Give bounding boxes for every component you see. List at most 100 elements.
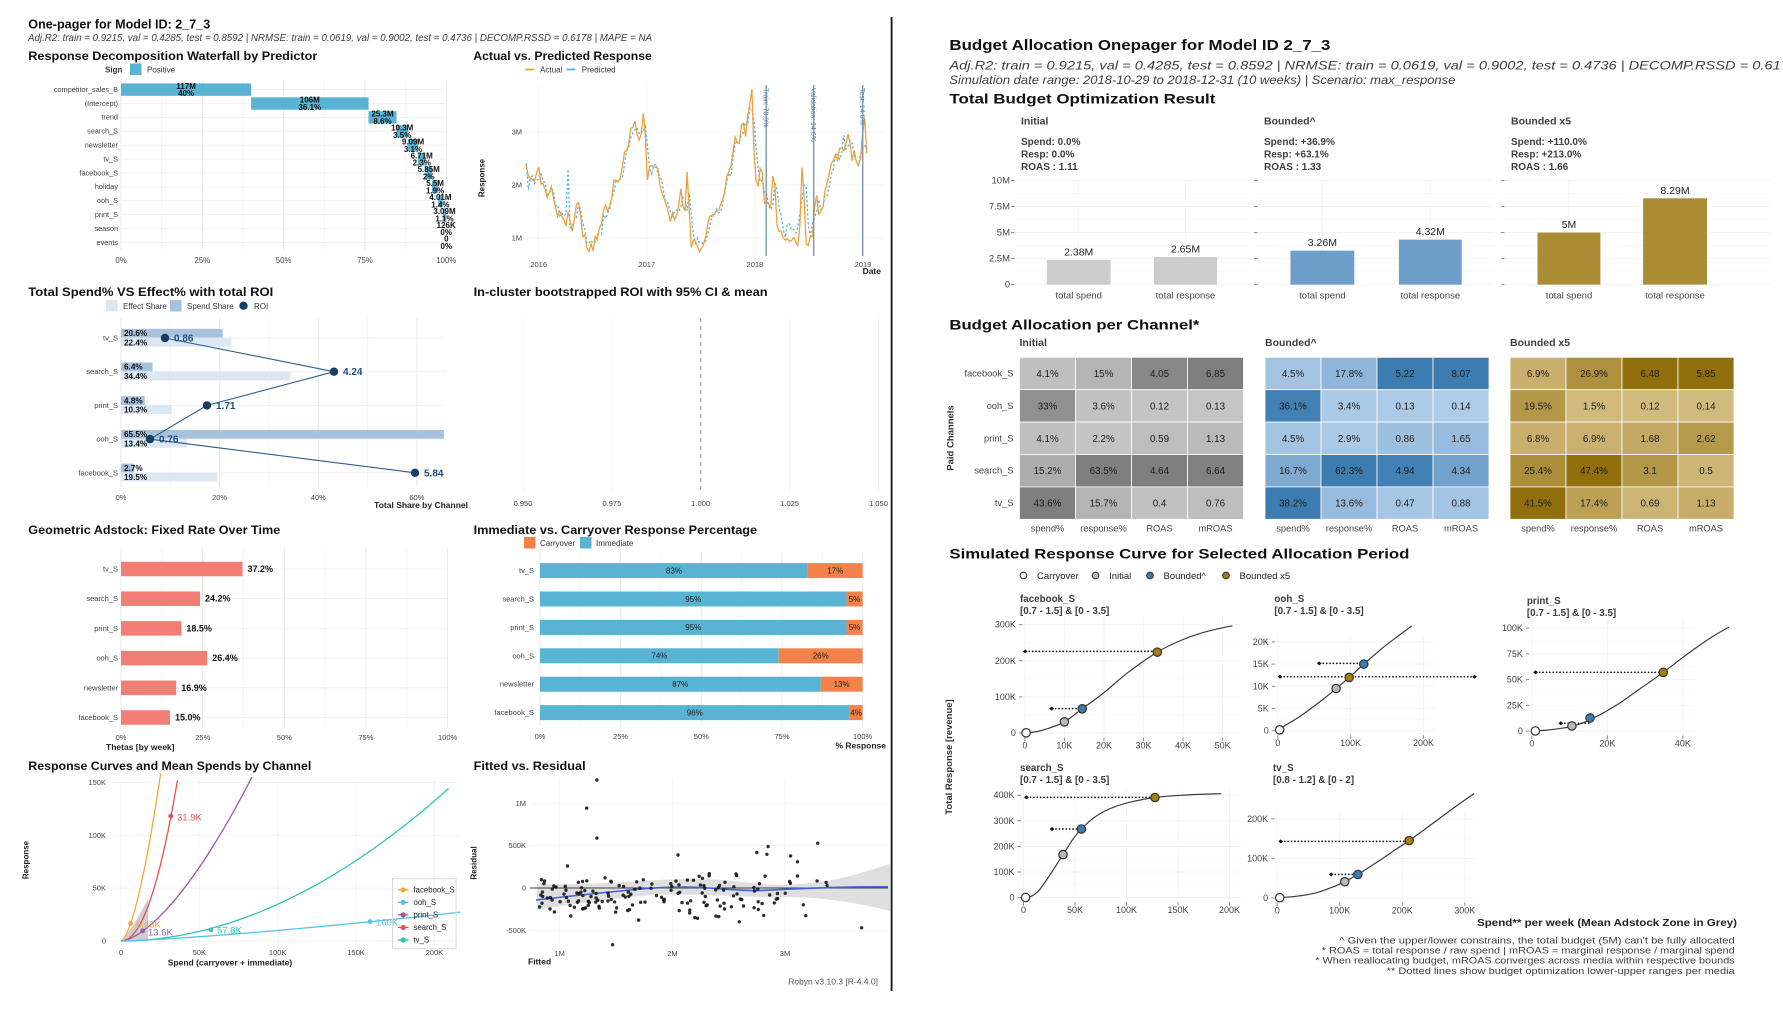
- svg-text:6.85: 6.85: [1206, 369, 1226, 380]
- svg-text:0: 0: [1529, 739, 1534, 749]
- svg-text:1.13: 1.13: [1696, 499, 1716, 510]
- svg-text:4.1%: 4.1%: [1036, 434, 1059, 445]
- svg-text:Total Budget Optimization Resu: Total Budget Optimization Result: [949, 91, 1215, 107]
- svg-text:15.7%: 15.7%: [1090, 499, 1118, 510]
- svg-text:200K: 200K: [1392, 905, 1413, 915]
- svg-text:0.4: 0.4: [1153, 499, 1167, 510]
- svg-text:(Intercept): (Intercept): [85, 99, 118, 108]
- svg-text:2M: 2M: [512, 181, 522, 190]
- svg-text:0%: 0%: [116, 493, 127, 502]
- svg-text:0: 0: [1011, 728, 1016, 738]
- svg-text:25%: 25%: [613, 732, 628, 741]
- svg-text:17.8%: 17.8%: [1335, 369, 1363, 380]
- svg-text:6.9%: 6.9%: [1527, 369, 1550, 380]
- svg-text:0: 0: [1009, 893, 1014, 903]
- svg-text:% Response: % Response: [835, 741, 886, 751]
- svg-text:62.3%: 62.3%: [1335, 466, 1363, 477]
- svg-text:Validation: 14.6%: Validation: 14.6%: [809, 88, 816, 142]
- svg-text:Adj.R2: train = 0.9215, val =: Adj.R2: train = 0.9215, val = 0.4285, te…: [27, 33, 652, 44]
- svg-text:20%: 20%: [212, 493, 227, 502]
- svg-text:0.76: 0.76: [159, 435, 179, 446]
- svg-text:100K: 100K: [995, 692, 1016, 702]
- svg-text:print_S: print_S: [414, 911, 439, 920]
- svg-text:6.48: 6.48: [1640, 369, 1660, 380]
- svg-text:60%: 60%: [409, 493, 424, 502]
- svg-text:Total Response [revenue]: Total Response [revenue]: [944, 699, 955, 814]
- svg-text:6.4%: 6.4%: [124, 363, 143, 372]
- svg-text:season: season: [94, 224, 118, 233]
- svg-text:-500K: -500K: [506, 926, 526, 935]
- svg-text:Effect Share: Effect Share: [123, 302, 167, 311]
- svg-text:Bounded^: Bounded^: [1265, 337, 1317, 349]
- svg-text:9.09M: 9.09M: [402, 137, 425, 146]
- svg-text:200K: 200K: [1219, 905, 1240, 915]
- svg-text:[0.8 - 1.2] & [0 - 2]: [0.8 - 1.2] & [0 - 2]: [1273, 775, 1354, 786]
- svg-text:facebook_S: facebook_S: [414, 886, 455, 895]
- svg-text:0: 0: [1518, 726, 1523, 736]
- svg-text:25.4%: 25.4%: [1524, 466, 1552, 477]
- svg-text:* ROAS = total response / raw: * ROAS = total response / raw spend | mR…: [1322, 946, 1735, 956]
- svg-text:tv_S: tv_S: [103, 154, 118, 163]
- svg-text:1.000: 1.000: [691, 499, 710, 508]
- svg-text:26.9%: 26.9%: [1580, 369, 1608, 380]
- svg-text:4.94: 4.94: [1395, 466, 1415, 477]
- svg-text:15K: 15K: [1253, 659, 1269, 669]
- svg-text:spend%: spend%: [1276, 524, 1310, 534]
- svg-text:20K: 20K: [1253, 637, 1269, 647]
- svg-text:search_S: search_S: [974, 466, 1013, 476]
- svg-text:37.2%: 37.2%: [248, 564, 274, 574]
- svg-text:40K: 40K: [1175, 741, 1191, 751]
- svg-text:Total Share by Channel: Total Share by Channel: [374, 500, 468, 510]
- svg-text:5.84: 5.84: [424, 468, 444, 479]
- svg-text:200K: 200K: [995, 656, 1016, 666]
- svg-text:1.9%: 1.9%: [426, 187, 444, 196]
- svg-text:15%: 15%: [1094, 369, 1114, 380]
- svg-text:2M: 2M: [667, 949, 677, 958]
- svg-text:0.13: 0.13: [1206, 401, 1226, 412]
- svg-text:5.85M: 5.85M: [418, 165, 441, 174]
- svg-text:Date: Date: [863, 266, 882, 276]
- svg-text:Actual vs. Predicted Response: Actual vs. Predicted Response: [473, 51, 652, 63]
- svg-text:25.3M: 25.3M: [371, 110, 394, 119]
- svg-text:3M: 3M: [512, 128, 522, 137]
- svg-text:40K: 40K: [1675, 739, 1691, 749]
- svg-text:75%: 75%: [357, 256, 373, 265]
- svg-text:tv_S: tv_S: [519, 566, 534, 575]
- svg-text:search_S: search_S: [414, 923, 447, 932]
- svg-text:Bounded^: Bounded^: [1264, 116, 1316, 128]
- svg-text:newsletter: newsletter: [500, 680, 535, 689]
- svg-text:newsletter: newsletter: [85, 141, 119, 150]
- svg-text:1.71: 1.71: [216, 401, 236, 412]
- svg-text:2.9%: 2.9%: [1338, 434, 1361, 445]
- svg-text:Bounded x5: Bounded x5: [1510, 337, 1570, 349]
- svg-text:0.76: 0.76: [1206, 499, 1226, 510]
- svg-text:Adj.R2: train = 0.9215, val =: Adj.R2: train = 0.9215, val = 0.4285, te…: [948, 58, 1783, 72]
- svg-text:200K: 200K: [993, 841, 1014, 851]
- svg-text:50%: 50%: [694, 732, 709, 741]
- svg-text:Resp: 0.0%: Resp: 0.0%: [1021, 150, 1074, 161]
- svg-text:57.8K: 57.8K: [217, 926, 242, 937]
- svg-text:mROAS: mROAS: [1689, 524, 1723, 534]
- svg-text:75K: 75K: [1507, 649, 1523, 659]
- svg-text:One-pager for Model ID: 2_7_3: One-pager for Model ID: 2_7_3: [28, 17, 210, 32]
- svg-text:2.38M: 2.38M: [1064, 246, 1093, 258]
- svg-text:6.8%: 6.8%: [1527, 434, 1550, 445]
- svg-text:2018: 2018: [747, 260, 764, 269]
- svg-text:spend%: spend%: [1031, 524, 1065, 534]
- svg-text:0: 0: [1022, 741, 1027, 751]
- svg-text:search_S: search_S: [502, 595, 534, 604]
- svg-text:2017: 2017: [638, 260, 655, 269]
- svg-text:search_S: search_S: [87, 127, 118, 136]
- svg-text:10K: 10K: [1253, 681, 1269, 691]
- svg-text:total response: total response: [1400, 291, 1460, 302]
- svg-text:facebook_S: facebook_S: [78, 468, 118, 477]
- svg-text:3.6%: 3.6%: [1092, 401, 1115, 412]
- svg-text:2.2%: 2.2%: [1092, 434, 1115, 445]
- svg-text:5M: 5M: [1562, 219, 1577, 231]
- svg-text:4.64: 4.64: [1150, 466, 1170, 477]
- svg-text:25K: 25K: [1507, 700, 1523, 710]
- svg-text:0%: 0%: [116, 733, 127, 742]
- svg-text:8.07: 8.07: [1451, 369, 1470, 380]
- svg-text:tv_S: tv_S: [414, 936, 430, 945]
- svg-text:0.975: 0.975: [603, 499, 622, 508]
